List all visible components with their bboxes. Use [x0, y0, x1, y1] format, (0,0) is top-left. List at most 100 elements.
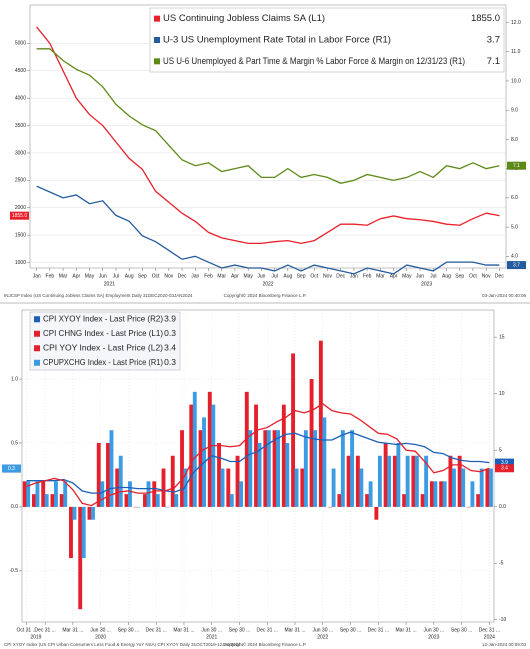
- legend-value: 7.1: [487, 56, 500, 67]
- bar: [87, 506, 92, 520]
- bar: [22, 481, 27, 507]
- bar: [429, 481, 434, 507]
- bar: [359, 468, 364, 507]
- year-label: 2024: [484, 634, 495, 640]
- bar: [263, 430, 268, 507]
- y2-tick-label: 4.0: [511, 254, 518, 260]
- x-tick-label: Jun: [99, 273, 107, 279]
- axis-tag: [2, 464, 21, 473]
- x-tick-label: May: [85, 273, 95, 279]
- bar: [281, 404, 286, 507]
- bar: [488, 468, 493, 507]
- bar: [59, 494, 64, 507]
- year-label: 2023: [421, 281, 432, 287]
- x-tick-label: Dec 31 ...: [145, 627, 166, 633]
- legend-value: 3.9: [164, 314, 176, 324]
- y-tick-label: 4500: [15, 68, 26, 74]
- x-tick-label: Dec: [178, 273, 187, 279]
- bar: [479, 468, 484, 507]
- legend-swatch: [34, 359, 40, 366]
- year-label: 2022: [317, 634, 328, 640]
- bar: [396, 442, 401, 507]
- x-tick-label: Apr: [72, 273, 80, 279]
- bar: [183, 468, 188, 507]
- legend-value: 1855.0: [471, 13, 500, 24]
- x-tick-label: Feb: [46, 273, 55, 279]
- bar: [368, 481, 373, 507]
- bar: [170, 455, 175, 507]
- axis-tag: [495, 458, 514, 467]
- bar: [54, 481, 58, 507]
- bar: [303, 430, 308, 507]
- y-tick-label: 0.0: [11, 504, 18, 510]
- x-tick-label: Jun: [416, 273, 424, 279]
- bar: [235, 455, 240, 507]
- bar: [189, 404, 194, 507]
- separator: [0, 302, 530, 304]
- bar: [244, 391, 249, 507]
- bar: [207, 391, 212, 507]
- x-tick-label: Nov: [164, 273, 173, 279]
- y2-tick-label: -5: [499, 561, 504, 567]
- x-tick-label: Jan: [350, 273, 358, 279]
- bar: [392, 455, 397, 507]
- legend-value: 0.3: [164, 357, 176, 367]
- legend-box: [149, 7, 505, 73]
- x-tick-label: Jul: [430, 273, 436, 279]
- series-line: [36, 48, 500, 184]
- x-tick-label: Dec 31 ...: [34, 627, 55, 633]
- x-tick-label: May: [402, 273, 412, 279]
- bar: [294, 468, 299, 507]
- bar: [470, 481, 475, 507]
- bar: [414, 455, 419, 507]
- axis-tag: [507, 161, 526, 170]
- x-tick-label: Dec 31 ...: [368, 627, 389, 633]
- bar: [226, 468, 231, 507]
- bar: [217, 442, 221, 507]
- year-label: 2019: [30, 634, 41, 640]
- y-tick-label: 1000: [15, 260, 26, 266]
- bar: [152, 481, 157, 507]
- legend-swatch: [34, 316, 40, 323]
- axis-tag: [495, 464, 514, 473]
- bar: [146, 481, 151, 507]
- y2-tick-label: 5: [499, 448, 502, 454]
- x-tick-label: Sep: [455, 273, 464, 279]
- bar: [300, 468, 305, 507]
- x-tick-label: Nov: [482, 273, 491, 279]
- x-tick-label: Dec: [336, 273, 345, 279]
- legend-swatch: [154, 58, 160, 65]
- bar: [451, 468, 456, 507]
- bar: [377, 455, 382, 507]
- x-tick-label: Apr: [231, 273, 239, 279]
- x-tick-label: Sep 30 ...: [118, 627, 139, 633]
- bar: [257, 442, 262, 507]
- x-tick-label: Mar: [59, 273, 68, 279]
- y2-tick-label: 5.0: [511, 224, 518, 230]
- footer-text: 12-Jan-2024 00:09:03: [482, 642, 527, 647]
- y2-tick-label: 6.0: [511, 195, 518, 201]
- legend-swatch: [34, 330, 40, 337]
- bar: [63, 481, 68, 507]
- bar: [461, 468, 466, 507]
- y2-tick-label: 0.0: [499, 504, 506, 510]
- legend-label: US Continuing Jobless Claims SA (L1): [163, 13, 325, 24]
- year-label: 2022: [262, 281, 273, 287]
- bar: [285, 442, 290, 507]
- bar: [291, 353, 296, 507]
- bar: [442, 481, 447, 507]
- x-tick-label: Jul: [113, 273, 119, 279]
- x-tick-label: Sep: [297, 273, 306, 279]
- bar: [322, 417, 327, 507]
- x-tick-label: Oct: [152, 273, 160, 279]
- x-tick-label: Mar 31 ...: [396, 627, 417, 633]
- bar: [346, 455, 351, 507]
- y2-tick-label: 9.0: [511, 108, 518, 114]
- bar: [100, 481, 105, 507]
- x-tick-label: Mar 31 ...: [62, 627, 83, 633]
- bar: [91, 506, 95, 520]
- x-tick-label: Jan: [191, 273, 199, 279]
- x-tick-label: Dec 31 ...: [479, 627, 500, 633]
